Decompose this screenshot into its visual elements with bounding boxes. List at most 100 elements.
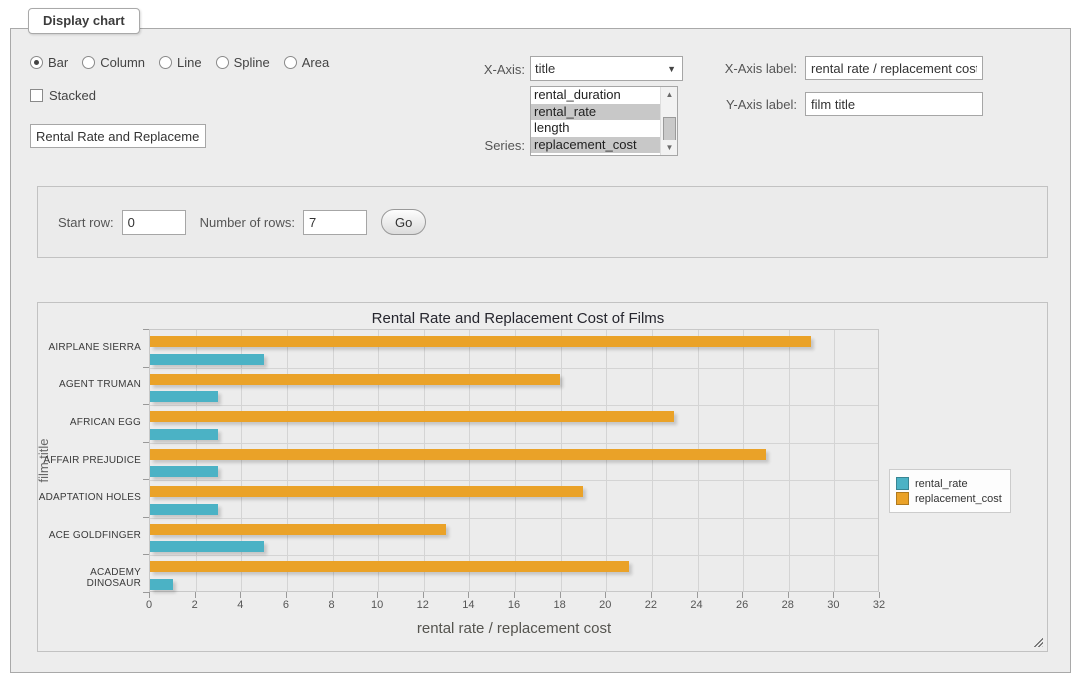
y-tick-mark bbox=[143, 366, 149, 368]
gridline bbox=[150, 480, 878, 482]
gridline bbox=[697, 330, 699, 591]
radio-label: Column bbox=[100, 55, 146, 70]
scroll-up-icon[interactable]: ▲ bbox=[661, 87, 677, 102]
scroll-down-icon[interactable]: ▼ bbox=[661, 140, 677, 155]
chart-plot bbox=[149, 329, 879, 592]
category-label: AFFAIR PREJUDICE bbox=[43, 454, 141, 466]
radio-label: Bar bbox=[48, 55, 69, 70]
series-option-rental_duration[interactable]: rental_duration bbox=[534, 87, 621, 102]
x-tick-mark bbox=[605, 592, 607, 598]
legend-swatch bbox=[896, 492, 909, 505]
category-label: ACE GOLDFINGER bbox=[48, 529, 141, 541]
bar-rental_rate bbox=[150, 391, 219, 403]
y-tick-mark bbox=[143, 329, 149, 330]
x-tick-mark bbox=[149, 592, 150, 598]
gridline bbox=[378, 330, 380, 591]
category-label: AFRICAN EGG bbox=[69, 416, 141, 428]
series-multiselect[interactable]: rental_duration rental_rate length replacem… bbox=[530, 86, 678, 156]
gridline bbox=[469, 330, 471, 591]
bar-rental_rate bbox=[150, 428, 219, 440]
radio-icon[interactable] bbox=[159, 56, 173, 69]
x-tick-label: 12 bbox=[416, 599, 429, 611]
y-tick-mark bbox=[143, 592, 149, 593]
radio-label: Spline bbox=[233, 55, 270, 70]
x-tick-mark bbox=[742, 592, 744, 598]
gridline bbox=[241, 330, 243, 591]
category-label: AGENT TRUMAN bbox=[58, 379, 141, 391]
x-tick-mark bbox=[514, 592, 515, 598]
x-axis-label-input[interactable] bbox=[805, 56, 983, 80]
chart-type-radio-spline[interactable]: Spline bbox=[215, 55, 270, 70]
x-tick-mark bbox=[879, 592, 880, 598]
rows-panel: Start row: Number of rows: Go bbox=[37, 186, 1048, 258]
y-tick-mark bbox=[143, 479, 149, 481]
legend-swatch bbox=[896, 477, 909, 490]
legend-item: replacement_cost bbox=[896, 492, 1002, 505]
gridline bbox=[150, 517, 878, 519]
stacked-checkbox-row: Stacked bbox=[30, 88, 96, 103]
x-tick-mark bbox=[468, 592, 470, 598]
gridline bbox=[743, 330, 745, 591]
y-tick-mark bbox=[143, 516, 149, 518]
legend-item: rental_rate bbox=[896, 477, 1002, 490]
y-tick-mark bbox=[143, 554, 149, 556]
x-tick-label: 22 bbox=[644, 599, 657, 611]
series-scrollbar[interactable]: ▲ ▼ bbox=[660, 87, 677, 155]
x-tick-label: 24 bbox=[690, 599, 703, 611]
go-button[interactable]: Go bbox=[381, 209, 427, 235]
y-axis-label-input[interactable] bbox=[805, 92, 983, 116]
chart-type-radio-bar[interactable]: Bar bbox=[30, 55, 68, 70]
number-of-rows-input[interactable] bbox=[303, 209, 367, 235]
chart-type-radio-column[interactable]: Column bbox=[82, 55, 145, 70]
y-tick-mark bbox=[143, 404, 149, 406]
bar-replacement_cost bbox=[150, 373, 561, 385]
chart-type-radio-line[interactable]: Line bbox=[159, 55, 202, 70]
radio-icon[interactable] bbox=[30, 56, 43, 69]
gridline bbox=[515, 330, 516, 591]
x-tick-mark bbox=[194, 592, 196, 598]
x-tick-label: 16 bbox=[507, 599, 521, 611]
category-label: ADAPTATION HOLES bbox=[38, 492, 141, 504]
bar-rental_rate bbox=[150, 578, 173, 590]
x-tick-mark bbox=[422, 592, 424, 598]
x-tick-label: 18 bbox=[553, 599, 566, 611]
chart-title-input[interactable] bbox=[30, 124, 206, 148]
bar-rental_rate bbox=[150, 541, 264, 553]
x-tick-label: 4 bbox=[237, 599, 244, 611]
x-tick-label: 0 bbox=[145, 599, 153, 611]
display-chart-legend: Display chart bbox=[28, 8, 140, 34]
series-option-rental_rate[interactable]: rental_rate bbox=[531, 103, 677, 120]
x-axis-select[interactable]: title ▼ bbox=[530, 56, 683, 81]
stacked-checkbox[interactable] bbox=[30, 89, 43, 102]
x-tick-mark bbox=[696, 592, 698, 598]
x-tick-label: 20 bbox=[599, 599, 612, 611]
number-of-rows-label: Number of rows: bbox=[199, 214, 295, 230]
series-option-replacement_cost[interactable]: replacement_cost bbox=[531, 136, 677, 153]
radio-icon[interactable] bbox=[82, 56, 96, 69]
radio-icon[interactable] bbox=[283, 56, 297, 69]
gridline bbox=[423, 330, 425, 591]
gridline bbox=[150, 555, 878, 557]
x-axis-selected-value: title bbox=[535, 61, 556, 76]
stacked-label: Stacked bbox=[49, 88, 96, 103]
bar-rental_rate bbox=[150, 353, 264, 365]
resize-handle-icon[interactable] bbox=[1032, 636, 1043, 647]
radio-icon[interactable] bbox=[215, 56, 229, 69]
x-tick-label: 26 bbox=[736, 599, 749, 611]
x-tick-label: 2 bbox=[191, 599, 198, 611]
bar-replacement_cost bbox=[150, 486, 584, 498]
chart-type-radio-area[interactable]: Area bbox=[283, 55, 329, 70]
x-tick-label: 10 bbox=[371, 599, 384, 611]
chart-area: Rental Rate and Replacement Cost of Film… bbox=[36, 303, 1047, 651]
start-row-input[interactable] bbox=[121, 209, 186, 235]
bar-replacement_cost bbox=[150, 448, 766, 460]
x-tick-label: 32 bbox=[872, 599, 886, 611]
x-tick-label: 14 bbox=[462, 599, 475, 611]
chart-panel: Rental Rate and Replacement Cost of Film… bbox=[36, 302, 1048, 652]
series-option-length[interactable]: length bbox=[534, 120, 570, 135]
bar-replacement_cost bbox=[150, 523, 447, 535]
bar-replacement_cost bbox=[150, 561, 629, 573]
chevron-down-icon: ▼ bbox=[667, 63, 676, 74]
gridline bbox=[286, 330, 288, 591]
x-axis-title: rental rate / replacement cost bbox=[416, 620, 612, 637]
